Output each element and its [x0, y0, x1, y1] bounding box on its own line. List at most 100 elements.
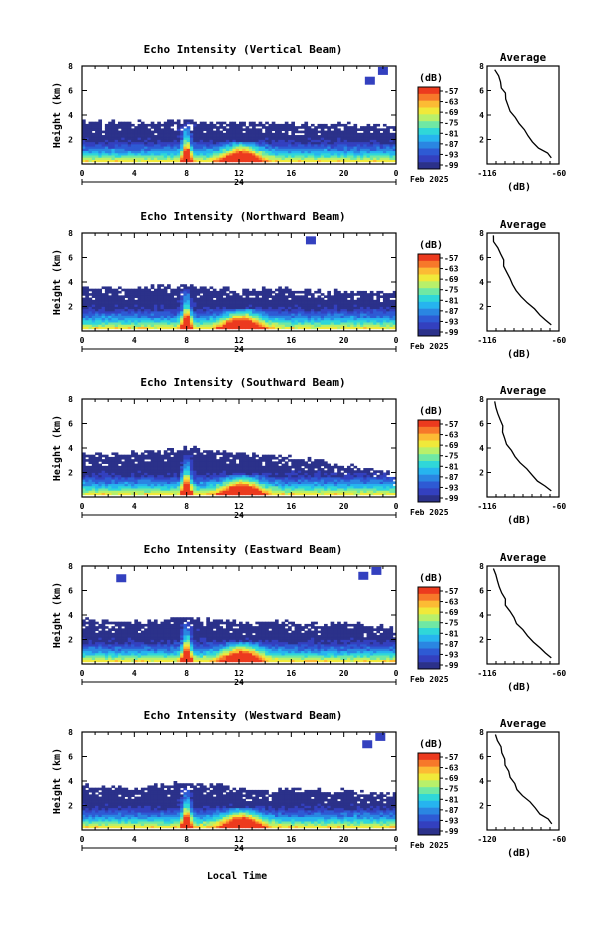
heatmap-cell	[229, 326, 233, 330]
heatmap-cell	[360, 157, 364, 160]
heatmap-cell	[160, 479, 165, 482]
heatmap-cell	[157, 139, 161, 143]
heatmap-cell	[324, 130, 328, 134]
heatmap-cell	[294, 459, 299, 462]
heatmap-cell	[242, 459, 246, 462]
heatmap-cell	[183, 141, 188, 145]
heatmap-cell	[153, 474, 158, 478]
heatmap-cell	[183, 155, 188, 158]
heatmap-cell	[117, 123, 122, 127]
colorbar-frame	[417, 253, 441, 337]
heatmap-cell	[124, 302, 129, 305]
heatmap-cell	[392, 126, 397, 129]
heatmap-cell	[340, 295, 345, 298]
heatmap-cell	[281, 326, 286, 330]
heatmap-cell	[235, 322, 240, 325]
heatmap-cell	[252, 310, 256, 314]
heatmap-cell	[147, 152, 152, 156]
heatmap-cell	[317, 461, 322, 464]
heatmap-cell	[117, 152, 122, 156]
heatmap-cell	[140, 481, 145, 485]
heatmap-cell	[186, 304, 191, 307]
heatmap-cell	[85, 286, 89, 290]
heatmap-cell	[183, 132, 188, 136]
heatmap-cell	[274, 465, 279, 469]
heatmap-cell	[101, 304, 106, 307]
heatmap-cell	[193, 308, 197, 312]
heatmap-cell	[284, 143, 289, 147]
heatmap-cell	[150, 479, 155, 482]
heatmap-cell	[258, 470, 263, 473]
heatmap-cell	[203, 295, 207, 298]
heatmap-cell	[127, 454, 132, 458]
heatmap-cell	[101, 492, 106, 496]
heatmap-cell	[91, 485, 96, 489]
heatmap-cell	[101, 155, 106, 158]
heatmap-cell	[360, 299, 364, 303]
heatmap-cell	[167, 286, 171, 290]
heatmap-cell	[294, 483, 299, 487]
heatmap-cell	[232, 476, 237, 480]
heatmap-cell	[346, 313, 351, 316]
heatmap-cell	[124, 481, 129, 485]
heatmap-cell	[261, 152, 266, 156]
heatmap-cell	[127, 492, 132, 496]
heatmap-cell	[291, 481, 295, 485]
heatmap-cell	[239, 297, 243, 301]
heatmap-cell	[147, 130, 152, 134]
heatmap-cell	[121, 481, 125, 485]
heatmap-cell	[369, 313, 374, 316]
heatmap-cell	[140, 470, 145, 473]
heatmap-cell	[140, 463, 145, 467]
heatmap-cell	[294, 137, 299, 140]
heatmap-cell	[170, 488, 174, 491]
heatmap-cell	[248, 308, 253, 312]
heatmap-cell	[150, 306, 155, 310]
heatmap-cell	[265, 472, 269, 476]
heatmap-cell	[160, 157, 165, 160]
heatmap-cell	[239, 135, 243, 138]
heatmap-cell	[229, 128, 233, 131]
heatmap-cell	[209, 306, 214, 310]
heatmap-cell	[150, 468, 155, 471]
heatmap-cell	[248, 304, 253, 307]
heatmap-cell	[176, 472, 181, 476]
heatmap-cell	[294, 317, 299, 321]
heatmap-cell	[274, 313, 279, 316]
heatmap-cell	[229, 488, 233, 491]
heatmap-cell	[82, 121, 86, 125]
heatmap-cell	[314, 306, 318, 310]
heatmap-cell	[137, 132, 142, 136]
heatmap-cell	[330, 146, 335, 149]
heatmap-cell	[307, 293, 312, 296]
heatmap-cell	[180, 143, 184, 147]
heatmap-cell	[216, 479, 220, 482]
heatmap-cell	[255, 290, 260, 294]
heatmap-cell	[98, 479, 103, 482]
heatmap-cell	[229, 297, 233, 301]
heatmap-cell	[281, 472, 286, 476]
heatmap-cell	[183, 472, 188, 476]
heatmap-cell	[360, 474, 364, 478]
heatmap-cell	[284, 139, 289, 143]
heatmap-cell	[366, 155, 371, 158]
heatmap-cell	[167, 459, 171, 462]
heatmap-cell	[320, 459, 325, 462]
heatmap-cell	[98, 293, 103, 296]
heatmap-cell	[278, 306, 282, 310]
heatmap-cell	[85, 159, 89, 163]
heatmap-cell	[350, 150, 354, 154]
heatmap-cell	[373, 319, 377, 323]
heatmap-cell	[353, 157, 358, 160]
heatmap-cell	[163, 159, 168, 163]
heatmap-cell	[216, 290, 220, 294]
heatmap-cell	[212, 479, 217, 482]
heatmap-cell	[346, 126, 351, 129]
heatmap-cell	[317, 315, 322, 319]
heatmap-cell	[363, 126, 367, 129]
heatmap-cell	[170, 155, 174, 158]
heatmap-cell	[91, 317, 96, 321]
heatmap-cell	[212, 490, 217, 493]
heatmap-cell	[222, 461, 227, 464]
heatmap-cell	[363, 128, 367, 131]
